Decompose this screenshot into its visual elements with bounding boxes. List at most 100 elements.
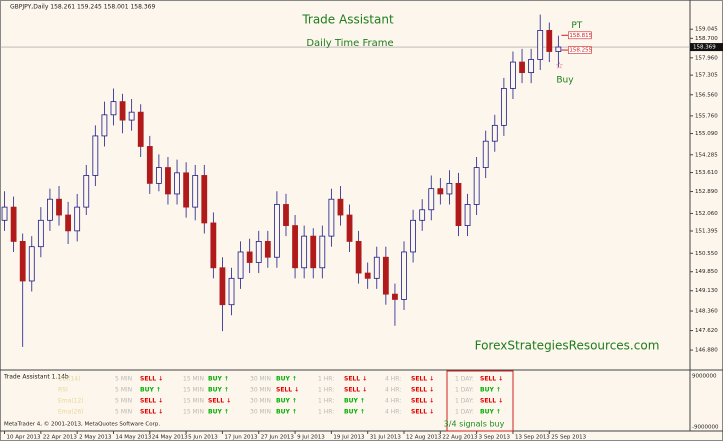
indicator-row-name: Ema(12) [58, 398, 84, 405]
x-tick-label: 10 Apr 2013 [7, 435, 42, 441]
candle-body [19, 241, 26, 282]
candle-body [246, 251, 253, 263]
y-tick-label: 157.960 [695, 55, 718, 61]
timeframe-label: 30 MIN [250, 376, 271, 383]
signal: SELL ↓ [140, 398, 163, 405]
candle-body [165, 167, 171, 195]
symbol-header: GBPJPY,Daily 158.261 159.245 158.001 158… [10, 4, 155, 11]
candle-body [47, 198, 53, 221]
candle-body [74, 206, 81, 232]
x-tick-label: 5 Jun 2013 [188, 435, 218, 441]
buy-label: Buy [556, 76, 574, 86]
candle-body [237, 251, 244, 279]
signal: BUY ↑ [344, 398, 365, 405]
signal: BUY ↑ [208, 409, 229, 416]
candle-body [228, 277, 235, 306]
x-tick-label: 31 Jul 2013 [370, 435, 402, 441]
signal: SELL ↓ [411, 387, 434, 394]
x-tick-label: 9 Jul 2013 [297, 435, 325, 441]
candle-body [392, 293, 398, 300]
candle-body [65, 214, 71, 232]
entry-price-label-box [568, 46, 592, 54]
candle-body [174, 172, 180, 195]
candle-body [155, 167, 162, 184]
candle-body [219, 267, 226, 306]
signal: SELL ↓ [480, 398, 503, 405]
candle-body [546, 30, 553, 52]
y-tick-label: 155.090 [695, 131, 718, 137]
candle-body [455, 182, 462, 226]
timeframe-label: 4 HR: [385, 376, 401, 383]
timeframe-label: 30 MIN [250, 387, 271, 394]
candle-body [337, 198, 344, 216]
candle-body [119, 101, 126, 121]
timeframe-label: 15 MIN [183, 387, 204, 394]
signal: SELL ↓ [411, 409, 434, 416]
candle-body [364, 272, 371, 279]
pt-price-label-box [568, 31, 592, 40]
entry-price-label: 158.255 [569, 48, 592, 54]
candle-body [555, 46, 562, 52]
x-tick-label: 22 Apr 2013 [43, 435, 78, 441]
last-price-label: 158.369 [693, 45, 716, 51]
chart-subtitle: Daily Time Frame [306, 38, 393, 49]
candle-body [210, 222, 217, 269]
y-tick-label: 152.060 [695, 211, 718, 217]
candle-body [500, 88, 507, 126]
x-tick-label: 13 Sep 2013 [515, 435, 550, 441]
candle-body [510, 61, 516, 89]
candle-body [283, 204, 289, 226]
timeframe-label: 1 HR: [318, 376, 334, 383]
y-tick-label: 150.550 [695, 251, 718, 257]
candle-body [382, 256, 389, 295]
x-tick-label: 27 Jun 2013 [261, 435, 295, 441]
candle-body [37, 219, 44, 248]
y-tick-label: 152.890 [695, 189, 718, 195]
summary-box [446, 370, 514, 432]
signal: BUY ↑ [276, 409, 297, 416]
signal: SELL ↓ [344, 387, 367, 394]
candle-body [519, 61, 525, 74]
candle-body [274, 204, 280, 258]
y-tick-label: 147.620 [695, 328, 718, 334]
timeframe-label: 15 MIN [183, 376, 204, 383]
y-tick-label: 146.880 [695, 348, 718, 354]
signal: BUY ↑ [140, 387, 161, 394]
signal: BUY ↑ [480, 409, 501, 416]
y-tick-label: 158.700 [695, 36, 718, 42]
candle-body [56, 198, 62, 216]
timeframe-label: 5 MIN [115, 409, 132, 416]
candle-body [92, 135, 99, 176]
candle-body [428, 188, 435, 211]
signal: BUY ↑ [276, 398, 297, 405]
y-tick-label: 148.360 [695, 309, 718, 315]
watermark: ForexStrategiesResources.com [475, 339, 660, 353]
x-tick-label: 17 Jun 2013 [224, 435, 258, 441]
signal: BUY ↑ [344, 409, 365, 416]
candle-body [301, 235, 308, 269]
timeframe-label: 1 HR: [318, 409, 334, 416]
y-tick-label: 157.305 [695, 73, 718, 79]
y-tick-label: 154.285 [695, 152, 718, 158]
timeframe-label: 15 MIN [183, 398, 204, 405]
timeframe-label: 30 MIN [250, 409, 271, 416]
candle-body [255, 241, 262, 263]
timeframe-label: 1 HR: [318, 398, 334, 405]
signal: SELL ↓ [140, 409, 163, 416]
candle-body [146, 146, 153, 184]
timeframe-label: 5 MIN [115, 398, 132, 405]
indicator-row-name: CCI(14) [58, 376, 80, 383]
candle-body [292, 225, 298, 269]
x-tick-label: 3 Sep 2013 [479, 435, 511, 441]
x-tick-label: 2 May 2013 [79, 435, 112, 441]
candle-body [201, 175, 208, 224]
buy-star: ☆ [555, 62, 563, 72]
last-price-box [690, 43, 723, 52]
timeframe-label: 1 DAY: [455, 398, 474, 405]
timeframe-label: 1 DAY: [455, 376, 474, 383]
y-tick-label: 149.850 [695, 269, 718, 275]
candle-body [528, 59, 535, 74]
signal: SELL ↓ [140, 376, 163, 383]
